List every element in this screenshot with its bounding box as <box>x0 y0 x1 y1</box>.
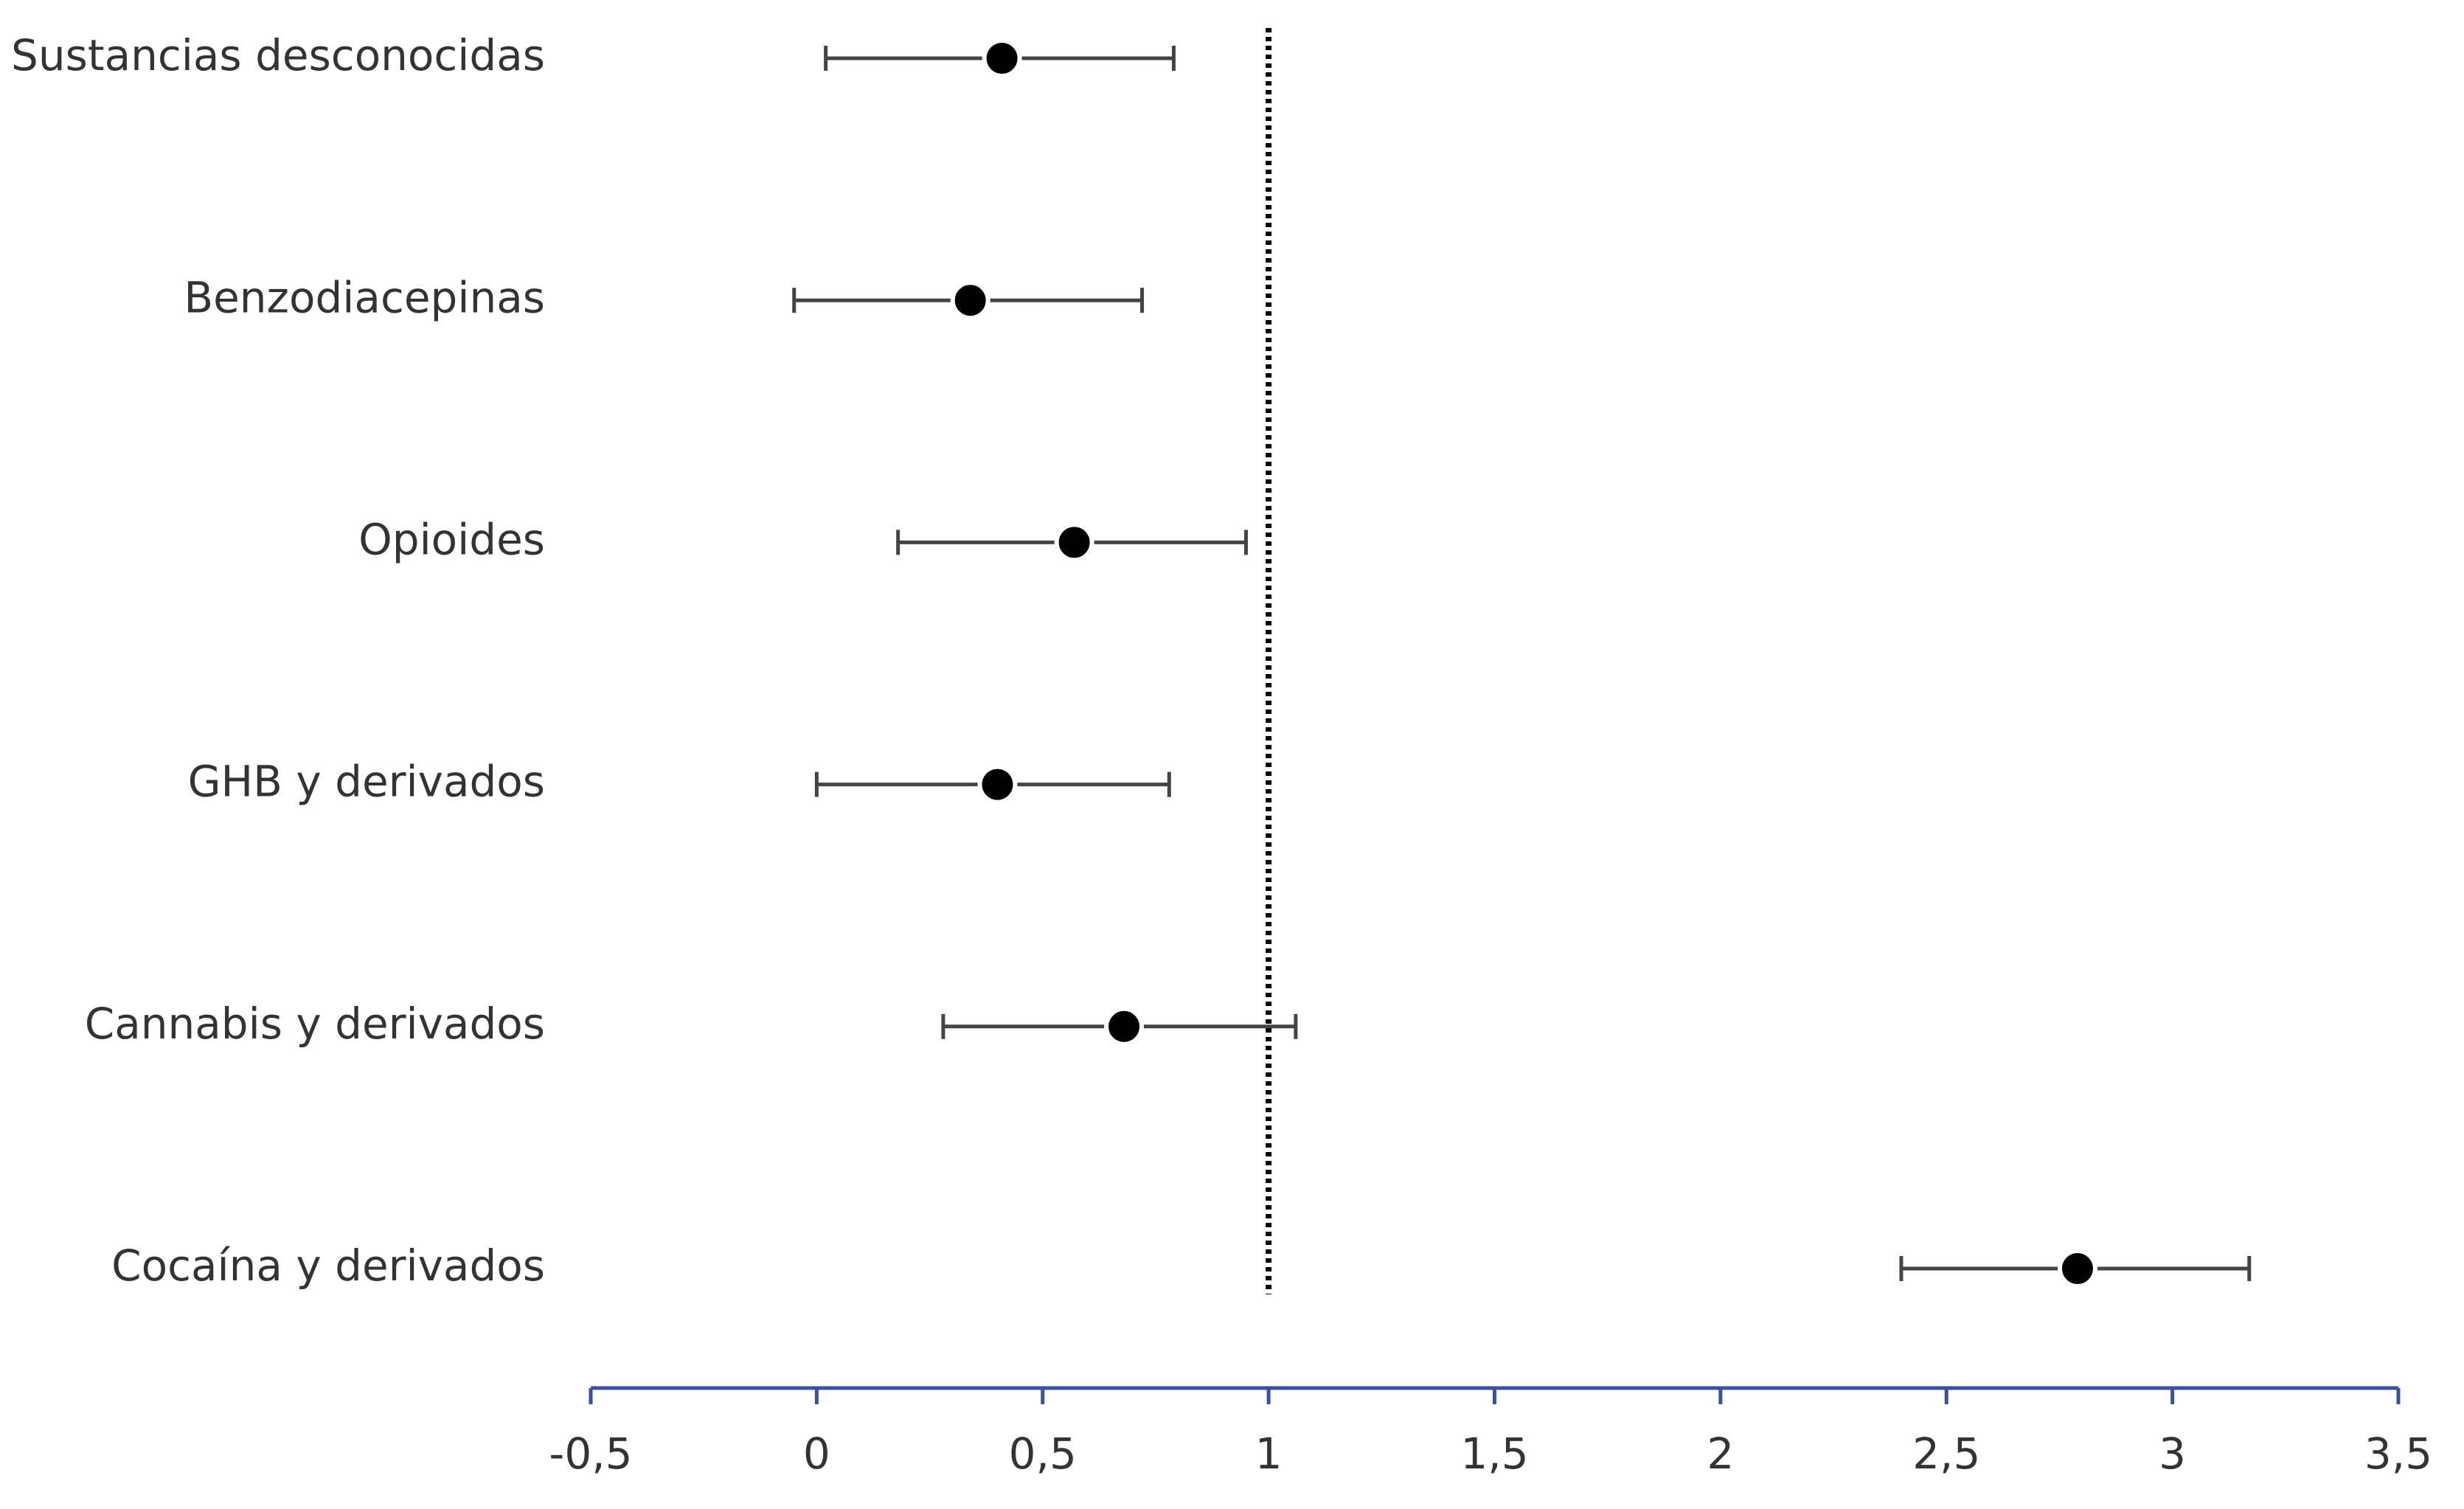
x-tick-label: 1,5 <box>1460 1429 1528 1479</box>
x-tick-label: -0,5 <box>549 1429 632 1479</box>
y-category-label: Sustancias desconocidas <box>11 30 545 80</box>
x-tick-label: 3,5 <box>2364 1429 2432 1479</box>
y-category-label: Cocaína y derivados <box>111 1241 545 1291</box>
x-tick-label: 0,5 <box>1009 1429 1077 1479</box>
point-estimate <box>1054 522 1094 563</box>
point-estimate <box>977 764 1018 805</box>
y-category-label: Cannabis y derivados <box>85 999 545 1049</box>
x-tick-label: 2,5 <box>1912 1429 1980 1479</box>
y-category-label: Opioides <box>358 515 545 565</box>
x-tick-label: 0 <box>803 1429 830 1479</box>
point-estimate <box>982 38 1022 78</box>
point-estimate <box>950 280 990 321</box>
y-category-label: GHB y derivados <box>188 757 545 807</box>
point-estimate <box>1104 1006 1145 1047</box>
y-category-label: Benzodiacepinas <box>184 272 545 322</box>
x-tick-label: 2 <box>1707 1429 1734 1479</box>
point-estimate <box>2057 1249 2097 1288</box>
x-tick-label: 3 <box>2159 1429 2186 1479</box>
x-tick-label: 1 <box>1255 1429 1283 1479</box>
